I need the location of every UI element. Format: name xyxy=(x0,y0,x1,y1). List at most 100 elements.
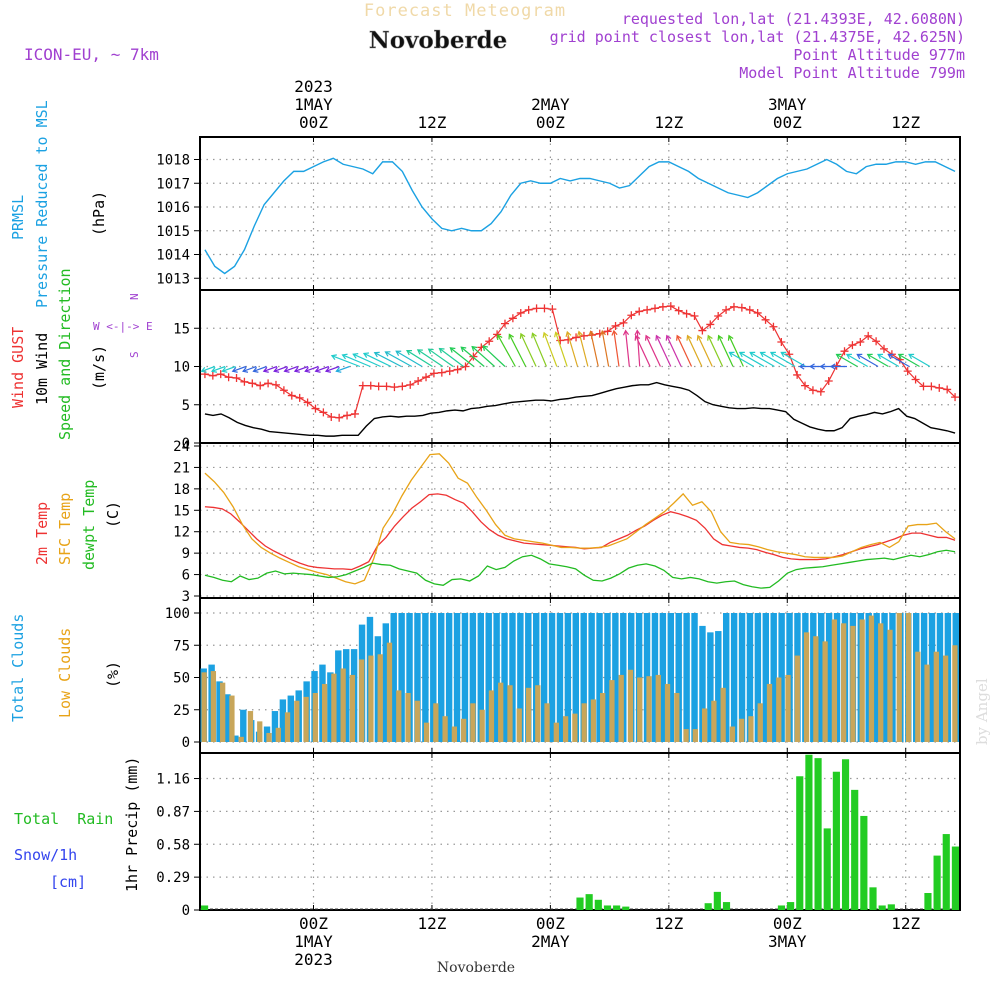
wind-direction-arrow xyxy=(543,332,558,367)
total-clouds-bar xyxy=(390,613,397,742)
wind-gust-marker xyxy=(216,370,225,379)
temperature-ytick-label: 18 xyxy=(173,482,190,498)
wind-arrow-head xyxy=(362,352,370,358)
wind-arrow-head xyxy=(341,353,348,360)
wind-label: 10m Wind xyxy=(33,333,51,405)
pressure-ytick-label: 1017 xyxy=(156,176,190,192)
wind-arrow-head xyxy=(427,348,434,355)
wind-arrow-head xyxy=(655,334,661,341)
wind-arrow-head xyxy=(576,330,583,337)
wind-direction-arrow xyxy=(601,330,610,367)
wind-direction-arrow xyxy=(508,334,527,367)
wind-direction-arrow xyxy=(645,335,661,367)
low-clouds-bar xyxy=(414,700,420,742)
precip-ytick-label: 0.87 xyxy=(156,804,190,820)
rain-bar xyxy=(878,905,886,910)
wind-direction-arrow xyxy=(273,365,288,372)
total-clouds-bar xyxy=(287,695,294,742)
model-altitude: Model Point Altitude 799m xyxy=(739,64,965,82)
wind-gust-marker xyxy=(643,305,652,314)
pressure-label-1: PRMSL xyxy=(9,195,27,240)
total-clouds-bar xyxy=(525,613,532,742)
total-clouds-bar xyxy=(723,613,730,742)
wind-gust-marker xyxy=(761,315,770,324)
wind-gust-marker xyxy=(272,380,280,389)
wind-direction-arrow xyxy=(566,331,579,367)
wind-direction-arrow xyxy=(676,335,693,367)
temp-sfc-line xyxy=(204,453,956,585)
wind-direction-arrow xyxy=(908,353,931,368)
wind-arrow-head xyxy=(780,351,787,358)
wind-direction-arrow xyxy=(877,353,900,368)
temperature-panel: 3 6 9 12 15 18 21 24 xyxy=(173,439,961,605)
wind-direction-arrow xyxy=(770,351,796,368)
low-clouds-bar xyxy=(581,703,587,742)
wind-gust-marker xyxy=(485,337,494,346)
rain-bar xyxy=(951,846,959,910)
low-clouds-bar xyxy=(674,692,680,742)
wind-direction-arrow xyxy=(222,365,236,372)
wind-gust-marker xyxy=(690,312,699,321)
wind-arrow-head xyxy=(542,331,549,338)
wind-gust-marker xyxy=(532,304,541,313)
total-clouds-bar xyxy=(667,613,674,742)
wind-direction-arrow xyxy=(624,330,630,367)
wind-gust-marker xyxy=(753,308,762,317)
total-clouds-bar xyxy=(762,613,769,742)
wind-gust-marker xyxy=(382,382,391,391)
wind-direction-arrow xyxy=(305,365,319,372)
wind-gust-marker xyxy=(516,308,525,317)
low-clouds-bar xyxy=(498,682,504,742)
wind-gust-marker xyxy=(564,335,573,344)
low-clouds-bar xyxy=(739,718,745,742)
total-clouds-bar xyxy=(572,613,579,742)
wind-direction-arrow xyxy=(395,350,423,368)
rain-bar xyxy=(201,905,209,910)
wind-gust-marker xyxy=(500,319,509,328)
wind-gust-marker xyxy=(437,368,446,377)
wind-arrow-head xyxy=(835,353,842,360)
wind-gust-marker xyxy=(548,305,557,314)
total-clouds-bar xyxy=(335,650,342,742)
total-clouds-bar xyxy=(683,613,690,742)
wind-gust-marker xyxy=(540,304,549,313)
wind-arrow-head xyxy=(508,333,514,340)
wind-gust-marker xyxy=(848,341,857,350)
wind-direction-arrow xyxy=(749,351,775,368)
wind-arrow-head xyxy=(728,351,735,358)
low-clouds-bar xyxy=(600,692,606,742)
wind-arrow-head xyxy=(242,367,249,373)
rain-bar xyxy=(887,904,895,910)
total-clouds-bar xyxy=(485,613,492,742)
wind-gust-marker xyxy=(737,303,746,312)
total-clouds-bar xyxy=(445,613,453,742)
wind-direction-arrow xyxy=(284,365,298,372)
wind-arrow-head xyxy=(738,351,745,358)
low-clouds-bar xyxy=(525,687,532,742)
low-clouds-bar xyxy=(535,685,541,742)
low-clouds-bar xyxy=(488,690,495,742)
total-clouds-bar xyxy=(422,613,429,742)
rain-bar xyxy=(924,893,932,910)
compass-north: N xyxy=(128,293,141,300)
total-clouds-bar xyxy=(778,613,785,742)
total-clouds-bar xyxy=(382,623,389,742)
rain-bar xyxy=(613,905,621,910)
wind-gust-marker xyxy=(406,380,415,389)
rain-bar xyxy=(585,894,593,910)
pressure-ytick-label: 1015 xyxy=(156,224,190,240)
wind-gust-marker xyxy=(287,391,296,400)
total-clouds-bar xyxy=(453,613,461,742)
top-time-label: 2MAY xyxy=(531,95,570,114)
wind-direction-arrow xyxy=(613,330,620,367)
total-clouds-bar xyxy=(414,613,421,742)
low-clouds-bar xyxy=(572,713,578,742)
total-clouds-bar xyxy=(461,613,469,742)
wind-gust-marker xyxy=(801,381,810,390)
low-clouds-bar xyxy=(664,683,671,742)
clouds-unit: (%) xyxy=(104,661,122,688)
wind-arrow-head xyxy=(856,353,863,360)
wind-direction-arrow xyxy=(697,335,713,367)
top-time-label: 3MAY xyxy=(768,95,807,114)
wind-gust-marker xyxy=(935,383,944,392)
